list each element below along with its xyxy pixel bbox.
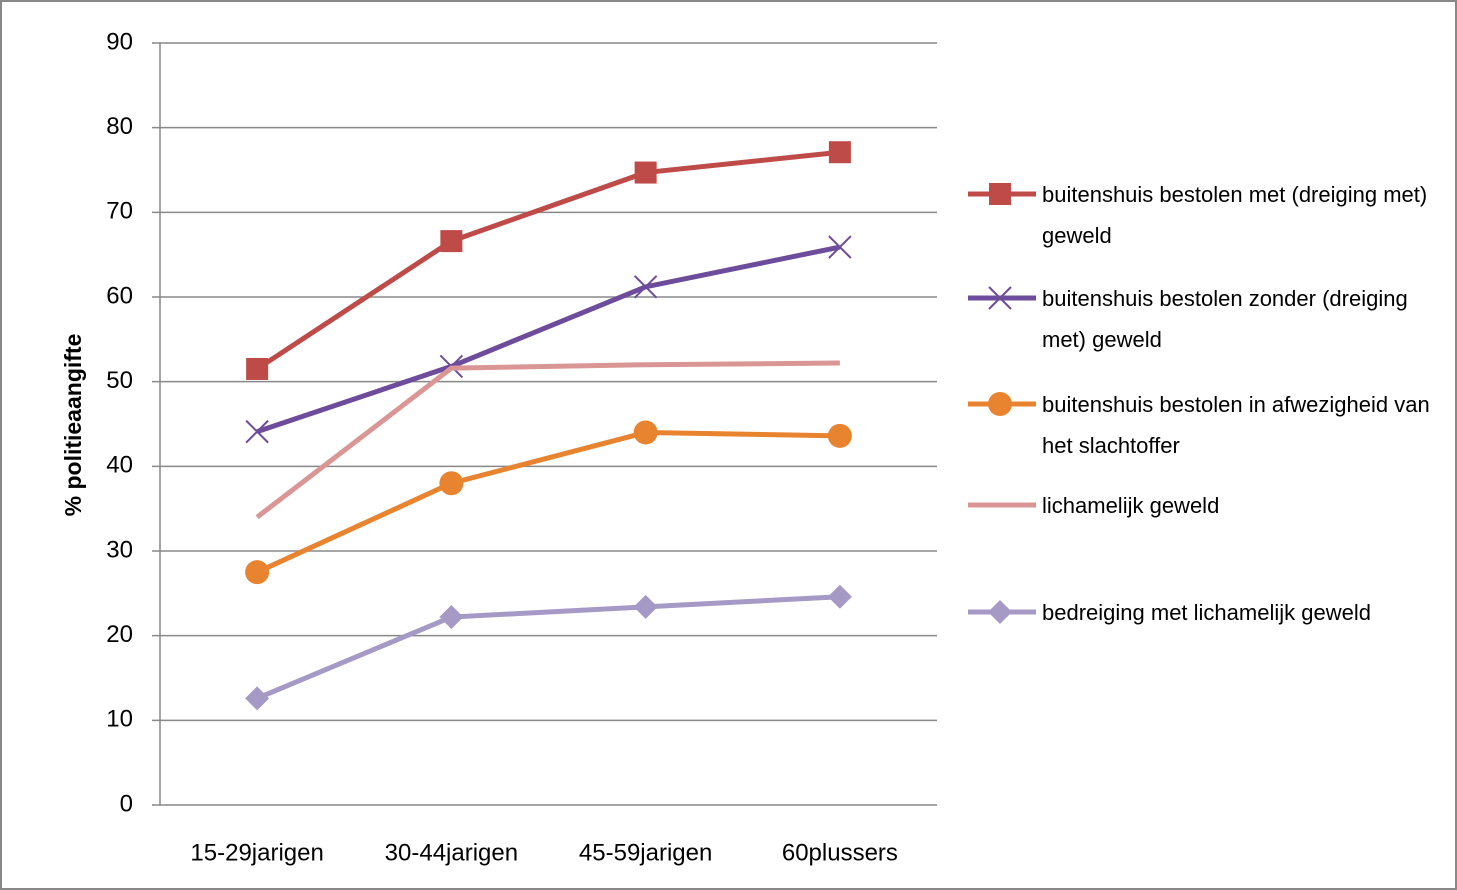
marker: [633, 420, 658, 445]
series: [245, 235, 852, 444]
legend-label: buitenshuis bestolen zonder (dreiging me…: [1042, 286, 1408, 352]
series: [245, 420, 852, 585]
marker: [828, 235, 852, 259]
series: [245, 584, 852, 711]
series-line: [256, 594, 841, 701]
marker: [439, 471, 464, 496]
marker: [988, 286, 1012, 310]
marker: [440, 230, 463, 253]
y-tick-label: 50: [106, 367, 133, 394]
marker: [828, 141, 851, 164]
y-tick-label: 10: [106, 706, 133, 733]
series: [246, 141, 851, 380]
y-axis-label: % politieaangifte: [60, 334, 86, 517]
series-line: [255, 360, 840, 520]
marker: [633, 275, 658, 299]
series-line: [255, 149, 841, 372]
marker: [633, 594, 658, 619]
marker: [988, 392, 1012, 416]
legend-label: buitenshuis bestolen met (dreiging met) …: [1042, 182, 1428, 248]
y-tick-label: 70: [106, 198, 133, 225]
series: [255, 360, 840, 520]
y-tick-label: 0: [120, 790, 133, 817]
y-tick-label: 80: [106, 113, 133, 140]
series-line: [256, 244, 841, 434]
y-tick-label: 20: [106, 621, 133, 648]
marker: [634, 161, 657, 184]
legend-label: bedreiging met lichamelijk geweld: [1042, 600, 1371, 625]
marker: [827, 423, 852, 448]
marker: [245, 419, 269, 444]
marker: [827, 584, 852, 609]
series-line: [256, 429, 840, 575]
legend-label: lichamelijk geweld: [1042, 493, 1220, 518]
marker: [439, 605, 464, 630]
x-tick-label: 45-59jarigen: [579, 839, 712, 866]
x-tick-label: 60plussers: [782, 839, 898, 866]
y-tick-label: 60: [106, 282, 133, 309]
x-tick-label: 30-44jarigen: [385, 839, 518, 866]
y-tick-label: 40: [106, 452, 133, 479]
marker: [246, 357, 269, 380]
x-tick-label: 15-29jarigen: [190, 839, 323, 866]
marker: [988, 600, 1012, 624]
marker: [989, 183, 1011, 205]
y-tick-label: 90: [106, 28, 133, 55]
marker: [245, 560, 270, 585]
legend-label: buitenshuis bestolen in afwezigheid van …: [1042, 392, 1430, 458]
y-tick-label: 30: [106, 536, 133, 563]
marker: [245, 686, 270, 711]
